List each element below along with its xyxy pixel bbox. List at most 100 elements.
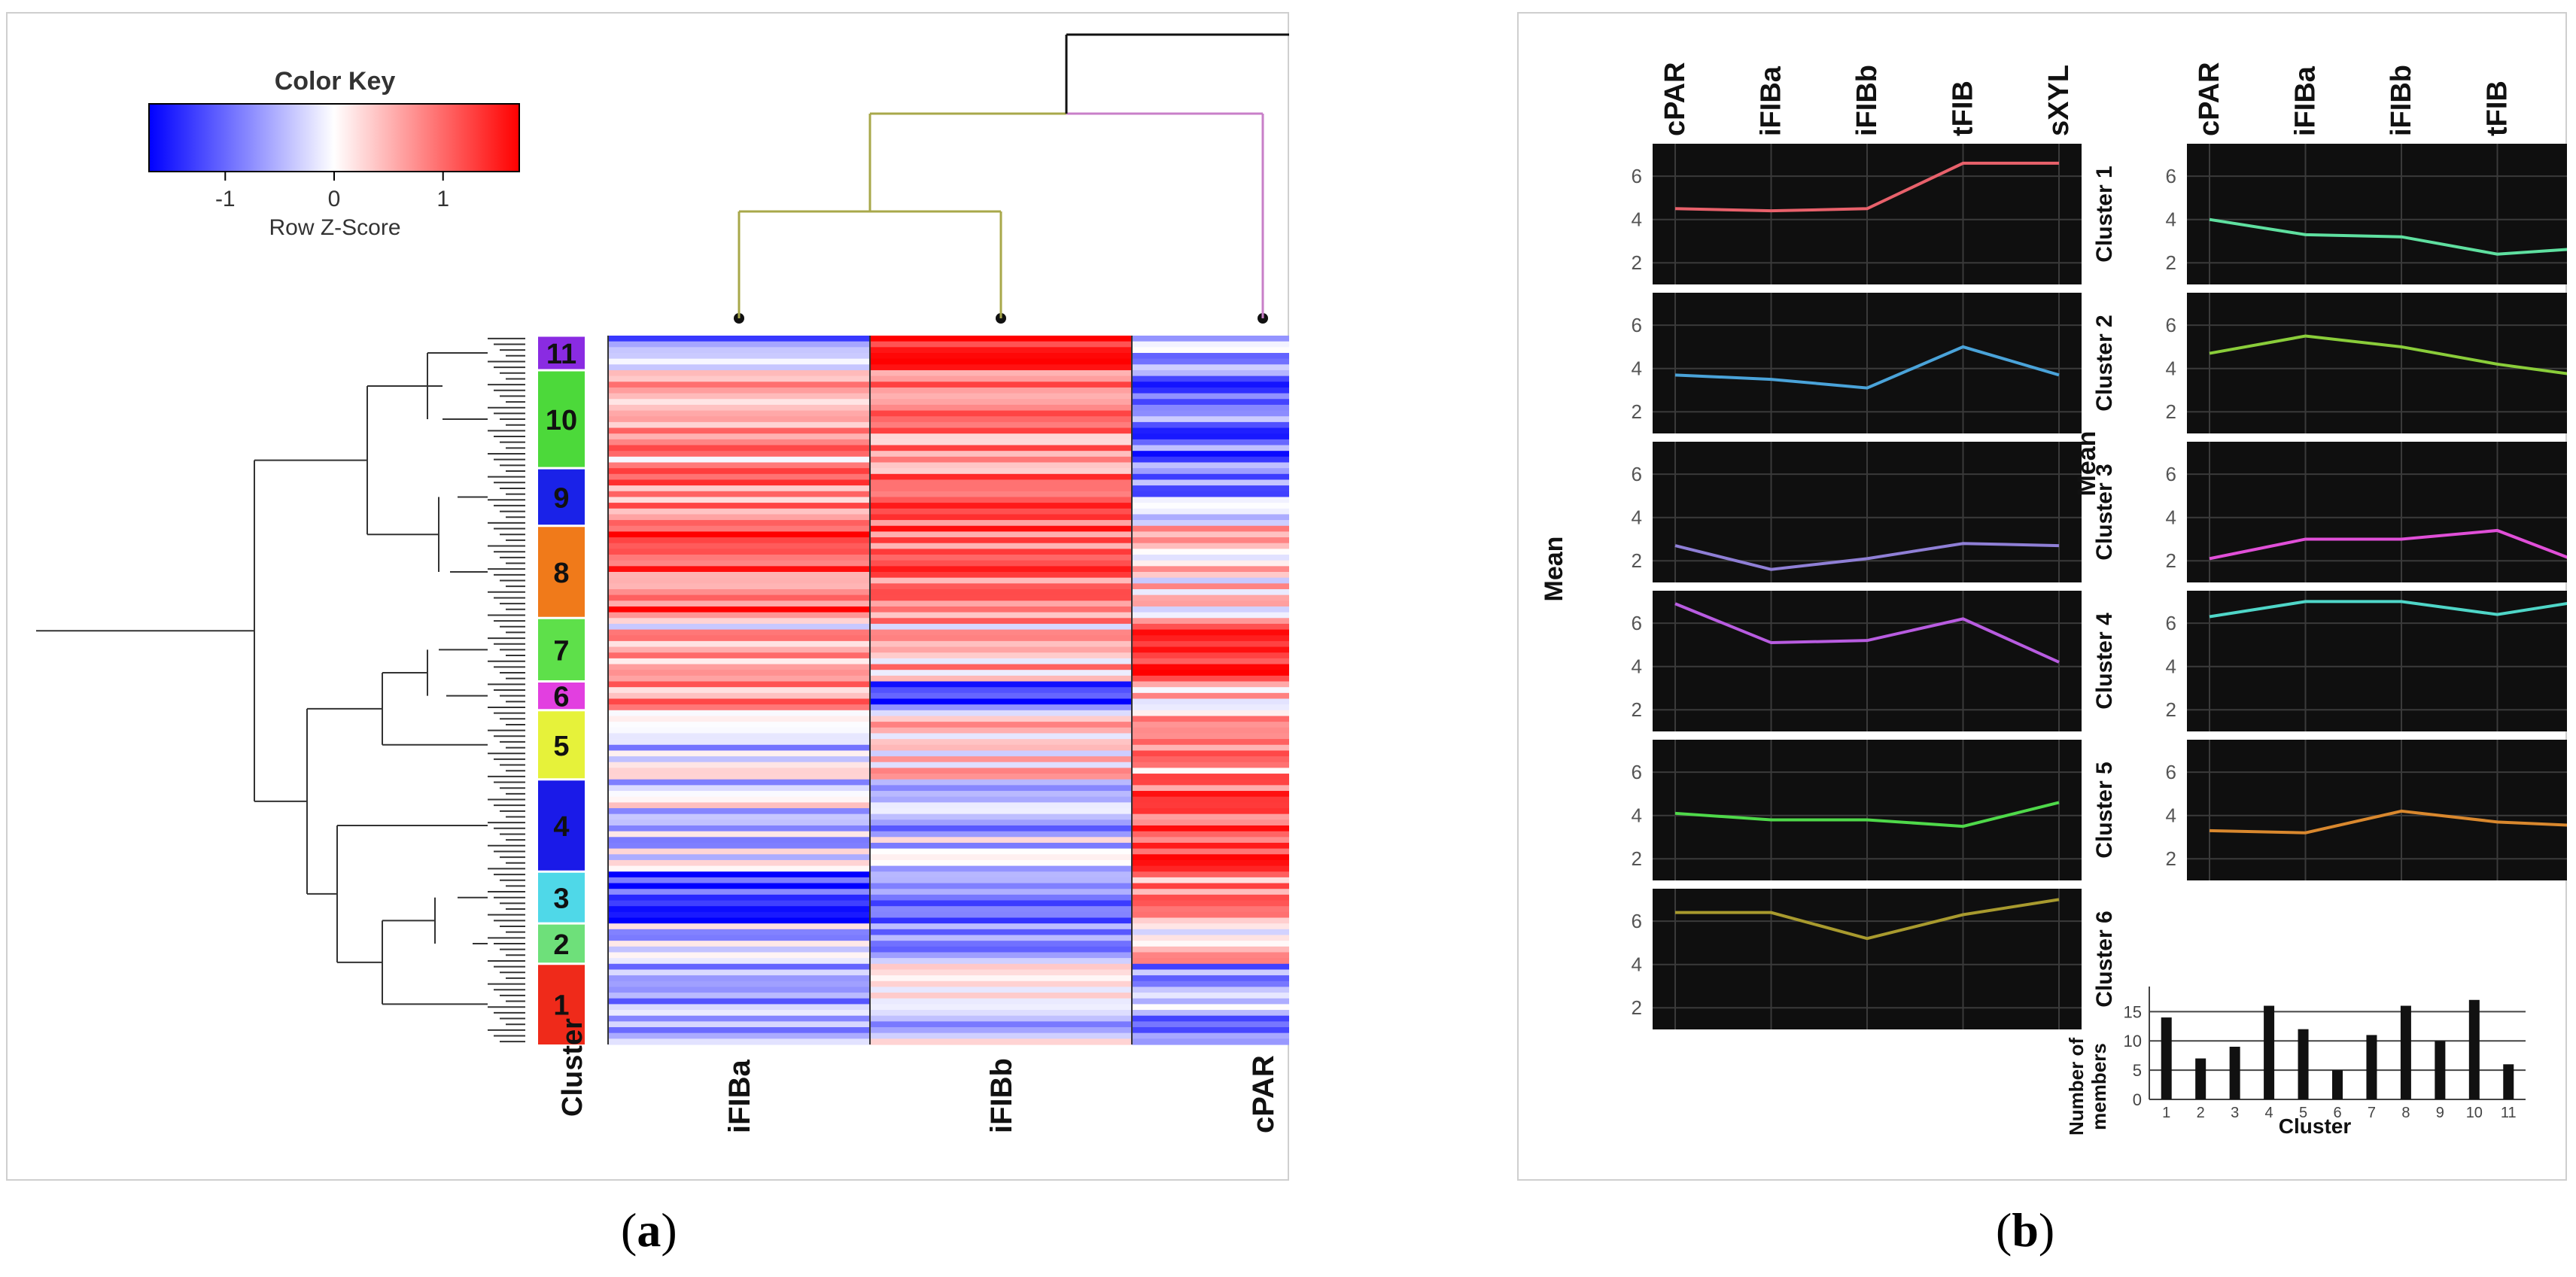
heatmap-cell: [870, 733, 1133, 740]
facet-ytick-label: 6: [1632, 761, 1642, 783]
heatmap-cell: [608, 393, 871, 400]
heatmap-cell: [1132, 837, 1289, 844]
bar-ytick-label: 10: [2124, 1032, 2142, 1050]
heatmap-cell: [608, 779, 871, 786]
facet-background: [2187, 740, 2567, 880]
heatmap-cell: [1132, 739, 1289, 746]
heatmap-cell: [1132, 993, 1289, 999]
cluster-label-7: 7: [553, 635, 569, 667]
heatmap-cell: [870, 652, 1133, 659]
heatmap-cell: [870, 917, 1133, 924]
bar-cluster-2: [2195, 1058, 2206, 1099]
heatmap-cell: [608, 1010, 871, 1017]
column-label-iFIBa: iFIBa: [723, 1059, 756, 1133]
facet-ytick-label: 4: [2166, 357, 2176, 380]
heatmap-cell: [870, 842, 1133, 850]
bar-cluster-3: [2229, 1047, 2240, 1099]
heatmap-cell: [608, 923, 871, 930]
facet-ytick-label: 2: [1632, 549, 1642, 572]
facet-ytick-label: 4: [2166, 804, 2176, 827]
heatmap-cell: [608, 623, 871, 631]
facet-strip-label-cluster-2: Cluster 2: [2092, 315, 2117, 411]
heatmap-cell: [1132, 877, 1289, 884]
heatmap-cell: [608, 439, 871, 446]
heatmap-cell: [870, 577, 1133, 584]
heatmap-cell: [608, 1015, 871, 1022]
panel-label-a-letter: a: [637, 1203, 661, 1257]
color-key-title: Color Key: [275, 67, 396, 96]
heatmap-cell: [608, 364, 871, 371]
bar-cluster-7: [2366, 1035, 2377, 1099]
heatmap-cell: [608, 952, 871, 959]
heatmap-cell: [1132, 416, 1289, 423]
bar-x-label-7: 7: [2368, 1105, 2376, 1121]
heatmap-cell: [1132, 618, 1289, 625]
cluster-label-9: 9: [553, 482, 569, 514]
profile-line-cluster-11: [2209, 809, 2567, 835]
heatmap-cell: [608, 369, 871, 377]
bar-x-label-11: 11: [2501, 1105, 2517, 1121]
heatmap-cell: [608, 929, 871, 936]
heatmap-cell: [1132, 520, 1289, 527]
heatmap-cell: [1132, 393, 1289, 400]
heatmap-cell: [1132, 462, 1289, 469]
heatmap-cell: [1132, 336, 1289, 342]
heatmap-cell: [870, 583, 1133, 590]
heatmap-cell: [870, 1032, 1133, 1039]
heatmap-cell: [608, 640, 871, 648]
heatmap-cell: [608, 473, 871, 481]
heatmap-cell: [608, 618, 871, 625]
heatmap-cell: [608, 497, 871, 503]
heatmap-cell: [608, 687, 871, 694]
heatmap-cell: [1132, 963, 1289, 971]
facet-ytick-label: 4: [1632, 208, 1642, 231]
facet-ytick-label: 4: [1632, 953, 1642, 976]
heatmap-cell: [870, 393, 1133, 400]
heatmap-cell: [1132, 445, 1289, 452]
heatmap-cell: [870, 998, 1133, 1005]
profile-line-cluster-9: [2209, 528, 2567, 561]
heatmap-cell: [608, 722, 871, 728]
heatmap-cell: [608, 796, 871, 803]
heatmap-cell: [1132, 456, 1289, 464]
heatmap-cell: [1132, 514, 1289, 521]
bar-cluster-9: [2435, 1041, 2446, 1099]
heatmap-cell: [1132, 646, 1289, 653]
heatmap-cell: [870, 894, 1133, 902]
heatmap-cell: [608, 549, 871, 555]
heatmap-cell: [1132, 981, 1289, 988]
panel-label-a: (a): [621, 1203, 677, 1258]
heatmap-cell: [1132, 900, 1289, 907]
heatmap-cell: [1132, 560, 1289, 567]
heatmap-cell: [608, 594, 871, 601]
heatmap-cell: [1132, 854, 1289, 861]
heatmap-cell: [870, 871, 1133, 878]
heatmap-cell: [608, 399, 871, 406]
heatmap-cell: [608, 577, 871, 584]
profile-x-label-cPAR: cPAR: [1659, 62, 1691, 136]
heatmap-cell: [1132, 687, 1289, 694]
heatmap-cell: [1132, 399, 1289, 406]
heatmap-cell: [1132, 750, 1289, 757]
heatmap-cell: [608, 479, 871, 486]
heatmap-cell: [608, 387, 871, 394]
profile-line-cluster-10: [2209, 600, 2567, 619]
cluster-block-11: [538, 336, 585, 370]
heatmap-cell: [1132, 410, 1289, 417]
facet-cluster-4: 2 4 6 Cluster 4: [1632, 591, 2117, 731]
heatmap-cell: [870, 762, 1133, 768]
heatmap-cell: [608, 560, 871, 567]
heatmap-cell: [608, 358, 871, 365]
bar-x-label-6: 6: [2333, 1105, 2341, 1121]
heatmap-cell: [1132, 640, 1289, 648]
heatmap-cell: [608, 733, 871, 740]
heatmap-cell: [870, 802, 1133, 809]
heatmap-cell: [608, 941, 871, 947]
bar-x-label-8: 8: [2401, 1105, 2410, 1121]
heatmap-cell: [1132, 473, 1289, 481]
heatmap-cell: [608, 514, 871, 521]
column-dendrogram: [734, 33, 1289, 324]
